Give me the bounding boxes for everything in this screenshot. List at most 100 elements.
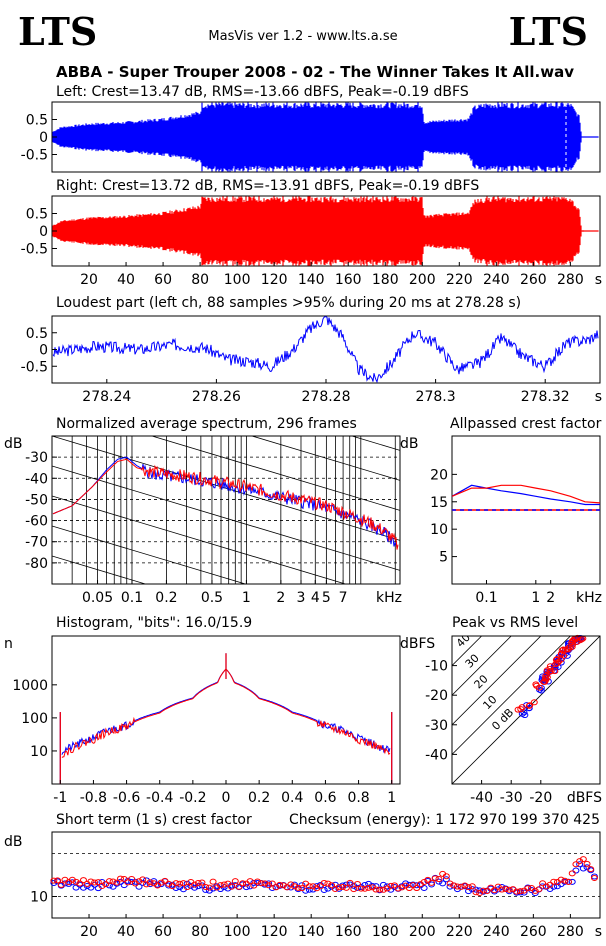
histogram-line-right	[61, 668, 391, 758]
histogram-ylabel: n	[4, 636, 13, 652]
peak-rms-point-right	[535, 684, 543, 691]
peak-rms-point-right	[553, 660, 561, 667]
short-term-point-left	[353, 884, 361, 891]
short-term-point-right	[287, 881, 295, 888]
short-term-point-right	[98, 882, 106, 889]
short-term-point-left	[79, 884, 87, 891]
peak-rms-crest-label: 0 dB	[489, 706, 516, 733]
short-term-point-right	[183, 884, 191, 891]
left-waveform-title: Left: Crest=13.47 dB, RMS=-13.66 dBFS, P…	[56, 84, 469, 100]
short-term-point-right	[87, 878, 95, 885]
short-term-point-right	[220, 881, 228, 888]
short-term-point-right	[398, 884, 406, 891]
crest-ytick-label: 5	[439, 550, 448, 566]
spectrum-ytick-label: -30	[25, 450, 48, 466]
short-term-point-left	[446, 883, 454, 890]
short-term-point-right	[261, 880, 269, 887]
peak-rms-title: Peak vs RMS level	[452, 615, 578, 631]
short-term-point-left	[579, 865, 587, 872]
crest-xunit: kHz	[576, 590, 602, 606]
short-term-point-right	[413, 885, 421, 892]
left-wave-envelope	[52, 102, 599, 172]
short-term-point-right	[324, 880, 332, 887]
short-term-point-right	[424, 876, 432, 883]
right-wave-xtick-label: 20	[80, 272, 98, 288]
short-term-point-right	[379, 886, 387, 893]
short-term-point-right	[235, 883, 243, 890]
short-term-point-right	[442, 873, 450, 880]
peak-rms-crest-line	[452, 636, 542, 726]
right-wave-ytick-label: -0.5	[21, 242, 48, 258]
spectrum-xtick-label: 1	[242, 590, 251, 606]
short-term-point-right	[231, 878, 239, 885]
right-wave-xtick-label: 160	[335, 272, 362, 288]
short-term-point-right	[161, 877, 169, 884]
peak-rms-point-left	[525, 705, 533, 712]
spectrum-slope-line	[250, 436, 400, 481]
short-term-point-right	[376, 886, 384, 893]
short-term-point-left	[372, 883, 380, 890]
short-term-point-right	[561, 877, 569, 884]
short-term-point-right	[209, 878, 217, 885]
short-term-xtick-label: 100	[224, 924, 251, 940]
short-term-point-right	[202, 884, 210, 891]
peak-rms-point-right	[526, 702, 534, 709]
right-wave-ytick-label: 0	[39, 224, 48, 240]
right-wave-envelope	[52, 196, 599, 266]
right-waveform-title: Right: Crest=13.72 dB, RMS=-13.91 dBFS, …	[56, 178, 479, 194]
histogram-xtick-label: 0.6	[314, 790, 336, 806]
short-term-point-right	[457, 883, 465, 890]
short-term-point-right	[461, 882, 469, 889]
short-term-point-right	[268, 880, 276, 887]
spectrum-line-right	[52, 458, 399, 550]
right-wave-xunit: s	[595, 272, 602, 288]
spectrum-ytick-label: -60	[25, 514, 48, 530]
short-term-point-right	[257, 880, 265, 887]
peak-rms-point-right	[578, 636, 586, 643]
short-term-point-left	[220, 884, 228, 891]
short-term-point-left	[435, 878, 443, 885]
crest-xtick-label: 2	[546, 590, 555, 606]
spectrum-xtick-label: 0.2	[155, 590, 177, 606]
app-title: MasVis ver 1.2 - www.lts.a.se	[208, 29, 397, 44]
short-term-point-right	[179, 880, 187, 887]
peak-rms-ylabel: dBFS	[400, 636, 435, 652]
short-term-xtick-label: 220	[446, 924, 473, 940]
loudest-ytick-label: 0.5	[26, 326, 48, 342]
short-term-point-right	[198, 879, 206, 886]
short-term-point-left	[439, 880, 447, 887]
right-wave-xtick-label: 140	[298, 272, 325, 288]
short-term-point-left	[105, 882, 113, 889]
spectrum-xtick-label: 5	[322, 590, 331, 606]
plot-layer: 0.50-0.50.50-0.520 40 60 80 100 120 140 160 180 2…	[12, 101, 602, 940]
histogram-title: Histogram, "bits": 16.0/15.9	[56, 615, 252, 631]
peak-rms-crest-line	[452, 636, 512, 696]
short-term-point-right	[428, 879, 436, 886]
short-term-point-left	[420, 885, 428, 892]
histogram-xtick-label: 1	[387, 790, 396, 806]
short-term-point-left	[465, 888, 473, 895]
spectrum-slope-line	[52, 465, 400, 571]
loudest-xtick-label: 278.24	[82, 389, 131, 405]
short-term-point-right	[565, 878, 573, 885]
short-term-point-right	[568, 870, 576, 877]
short-term-point-right	[479, 887, 487, 894]
short-term-point-left	[150, 878, 158, 885]
crest-line-left	[451, 484, 600, 506]
spectrum-xunit: kHz	[376, 590, 402, 606]
left-wave-ytick-label: -0.5	[21, 148, 48, 164]
spectrum-xtick-label: 0.5	[201, 590, 223, 606]
crest-xtick-label: 1	[531, 590, 540, 606]
short-term-point-right	[50, 877, 58, 884]
histogram-xtick-label: -1	[53, 790, 67, 806]
short-term-point-left	[313, 883, 321, 890]
peak-rms-frame	[451, 635, 601, 785]
short-term-point-right	[346, 879, 354, 886]
short-term-point-right	[57, 881, 65, 888]
spectrum-title: Normalized average spectrum, 296 frames	[56, 416, 357, 432]
short-term-point-right	[353, 880, 361, 887]
short-term-point-right	[539, 880, 547, 887]
short-term-point-right	[453, 883, 461, 890]
loudest-line	[52, 316, 599, 384]
crest-title: Allpassed crest factor	[450, 416, 602, 432]
